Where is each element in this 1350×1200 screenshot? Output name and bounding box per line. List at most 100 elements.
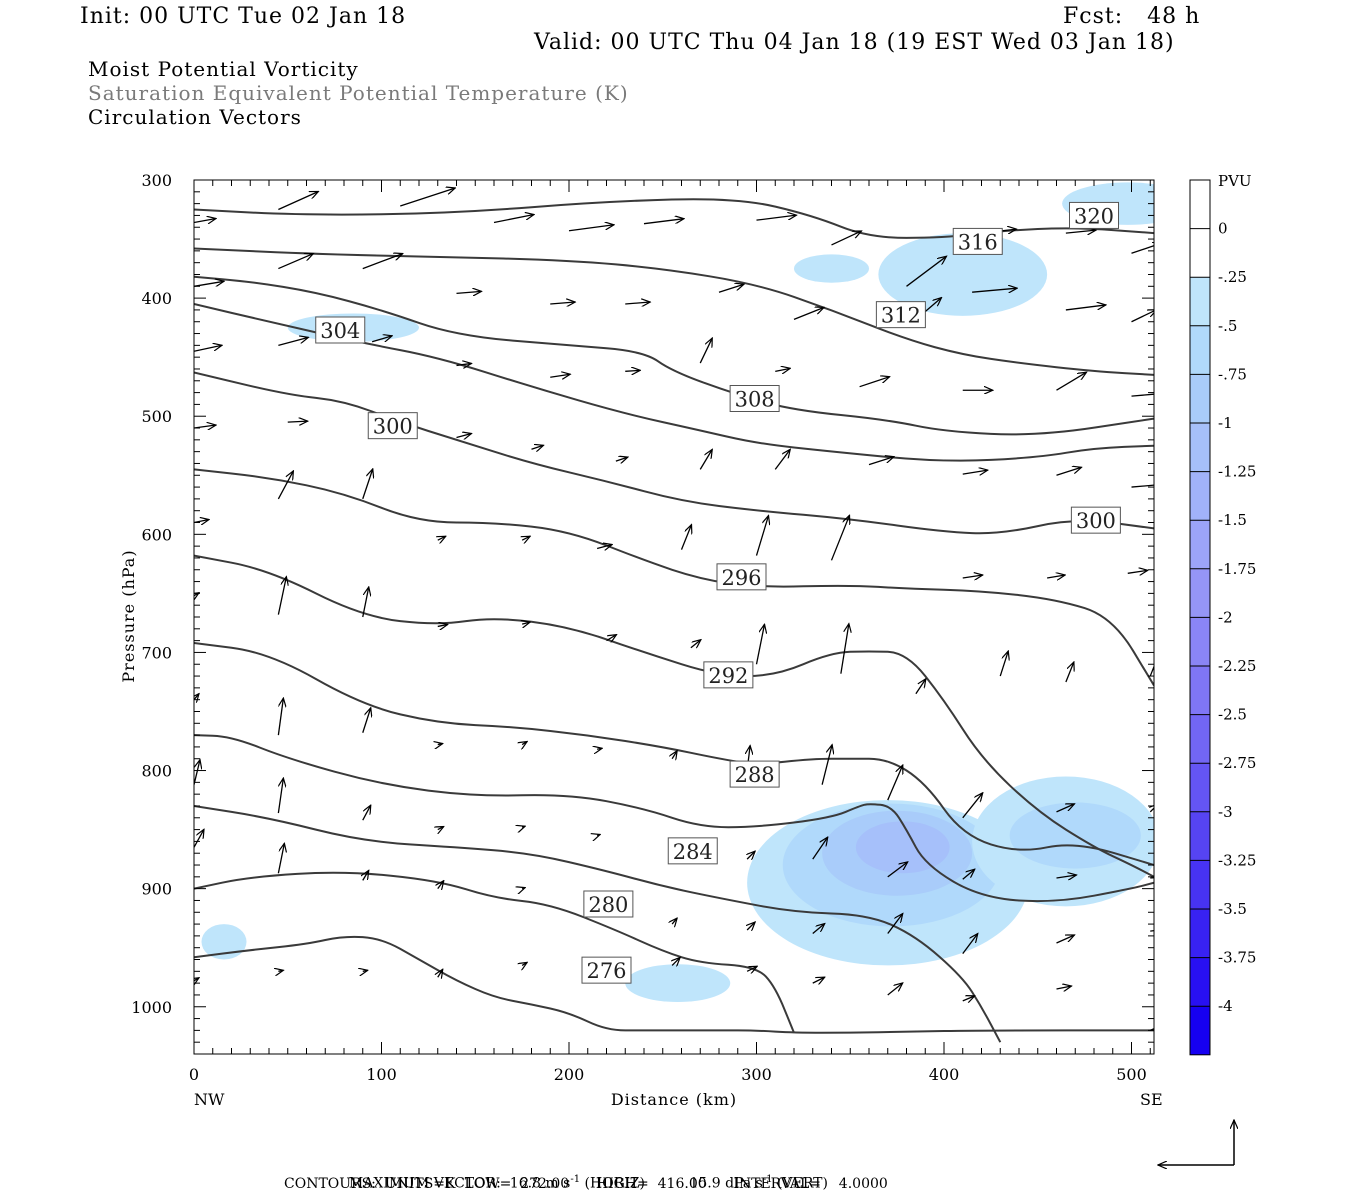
colorbar-swatch-11 bbox=[1190, 714, 1210, 764]
vector-113 bbox=[363, 970, 368, 971]
isentrope-6 bbox=[194, 554, 1154, 878]
contour-label-300: 300 bbox=[1070, 506, 1121, 534]
contour-info: CONTOURS: UNITS=K LOW= 272.00 HIGH= 416.… bbox=[284, 1176, 888, 1192]
vector-49 bbox=[362, 469, 373, 500]
contour-label-text: 284 bbox=[673, 840, 713, 864]
y-axis-label: Pressure (hPa) bbox=[119, 549, 138, 682]
vector-21 bbox=[1065, 305, 1106, 311]
vector-27 bbox=[456, 363, 472, 365]
vector-118 bbox=[746, 966, 757, 971]
vector-120 bbox=[887, 983, 903, 996]
vector-34 bbox=[1056, 372, 1087, 391]
vector-54 bbox=[755, 516, 769, 556]
colorbar-swatch-3 bbox=[1190, 325, 1210, 375]
contour-label-312: 312 bbox=[875, 301, 926, 329]
contour-label-box bbox=[729, 385, 780, 412]
contour-label-292: 292 bbox=[703, 661, 754, 689]
colorbar-label: -2.75 bbox=[1218, 754, 1256, 772]
colorbar-label: -1.25 bbox=[1218, 463, 1256, 481]
contour-label-box bbox=[729, 760, 780, 788]
vector-50 bbox=[438, 536, 446, 540]
vector-60 bbox=[277, 577, 286, 615]
isentrope-7 bbox=[194, 642, 1154, 866]
isentrope-5 bbox=[194, 468, 1154, 687]
contour-label-box bbox=[581, 956, 632, 984]
contour-label-text: 288 bbox=[735, 763, 775, 787]
contour-label-box bbox=[315, 316, 366, 344]
vector-16 bbox=[625, 302, 650, 304]
contour-label-text: 312 bbox=[881, 304, 921, 328]
vector-13 bbox=[362, 254, 403, 270]
contour-label-text: 320 bbox=[1074, 204, 1114, 228]
vector-90 bbox=[597, 835, 600, 836]
vert-max: 15.9 dPa s bbox=[689, 1175, 763, 1192]
contour-label-text: 276 bbox=[586, 959, 626, 983]
forecast-hour: Fcst: 48 h bbox=[1063, 4, 1201, 29]
vector-73 bbox=[277, 698, 283, 736]
vector-121 bbox=[962, 996, 975, 1001]
vector-84 bbox=[1150, 804, 1154, 812]
colorbar-label: -3 bbox=[1218, 803, 1233, 821]
vector-41 bbox=[699, 449, 712, 470]
vector-20 bbox=[972, 288, 1017, 292]
init-time: Init: 00 UTC Tue 02 Jan 18 bbox=[80, 4, 407, 29]
vector-112 bbox=[278, 970, 283, 971]
colorbar-swatch-5 bbox=[1190, 423, 1210, 472]
y-tick-label: 800 bbox=[141, 762, 172, 781]
isentrope-4 bbox=[194, 371, 1154, 535]
vector-38 bbox=[456, 433, 472, 437]
reference-vector bbox=[1158, 1120, 1234, 1165]
max-vector-line: MAXIMUM VECTOR: 16.8 m s-1 (HORIZ) 15.9 … bbox=[340, 1158, 828, 1192]
contour-label-text: 296 bbox=[721, 566, 761, 590]
x-tick-label: 100 bbox=[366, 1065, 397, 1084]
colorbar-swatch-15 bbox=[1190, 909, 1210, 958]
y-tick-label: 300 bbox=[141, 171, 172, 190]
vector-43 bbox=[868, 457, 894, 466]
pv-shading bbox=[201, 182, 1154, 1003]
colorbar-title: PVU bbox=[1218, 172, 1252, 190]
vector-5 bbox=[756, 215, 797, 221]
colorbar-swatch-10 bbox=[1190, 666, 1210, 715]
vector-2 bbox=[493, 215, 534, 224]
contour-labels: 320 316 312 308 304 300 300 296 292 288 284 280 276 bbox=[315, 201, 1121, 984]
isentrope-9 bbox=[194, 805, 1002, 1043]
vector-108 bbox=[962, 934, 978, 954]
colorbar-swatch-2 bbox=[1190, 277, 1210, 326]
colorbar-swatch-16 bbox=[1190, 957, 1210, 1007]
contour-label-text: 300 bbox=[1076, 509, 1116, 533]
colorbar-label: -1.75 bbox=[1218, 560, 1256, 578]
vector-92 bbox=[747, 851, 755, 859]
vector-58 bbox=[1127, 570, 1148, 573]
vert-unit: (VERT) bbox=[777, 1175, 828, 1192]
vector-17 bbox=[718, 284, 744, 293]
vector-57 bbox=[1047, 575, 1065, 578]
x-end-label-se: SE bbox=[1140, 1090, 1163, 1109]
horiz-unit: (HORIZ) bbox=[584, 1175, 645, 1192]
vector-82 bbox=[962, 793, 983, 819]
vector-86 bbox=[277, 778, 283, 814]
vector-52 bbox=[596, 544, 612, 548]
contour-label-308: 308 bbox=[729, 385, 780, 412]
vector-22 bbox=[1131, 310, 1154, 323]
vector-56 bbox=[962, 575, 983, 578]
contour-label-text: 316 bbox=[958, 230, 998, 254]
contour-label-box bbox=[1069, 201, 1119, 229]
vector-110 bbox=[1150, 929, 1154, 932]
vector-99 bbox=[277, 843, 284, 874]
vector-85 bbox=[194, 760, 200, 785]
contour-label-296: 296 bbox=[716, 563, 767, 591]
x-axis-label: Distance (km) bbox=[611, 1090, 737, 1109]
contour-label-320: 320 bbox=[1069, 201, 1119, 229]
x-tick-label: 300 bbox=[741, 1065, 772, 1084]
field-vectors: Circulation Vectors bbox=[88, 105, 302, 129]
vector-10 bbox=[1131, 243, 1154, 254]
vector-111 bbox=[194, 978, 199, 981]
isentrope-0 bbox=[194, 198, 1154, 239]
isentrope-1 bbox=[194, 247, 1154, 376]
vector-32 bbox=[859, 377, 890, 388]
vector-14 bbox=[456, 291, 482, 293]
vector-72 bbox=[194, 694, 199, 700]
colorbar-label: -3.25 bbox=[1218, 851, 1256, 869]
vector-106 bbox=[812, 924, 825, 935]
x-tick-label: 400 bbox=[929, 1065, 960, 1084]
